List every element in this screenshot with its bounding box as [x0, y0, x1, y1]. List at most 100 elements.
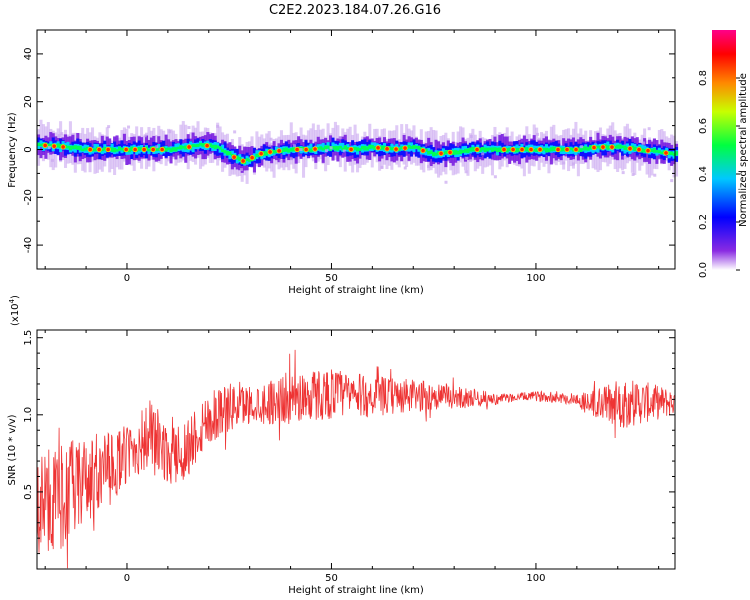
spectrum-cell [81, 148, 85, 152]
spectrum-cell [245, 158, 249, 162]
spectrum-speck [155, 145, 159, 149]
spectrum-cell [59, 144, 63, 149]
spectrum-cell [66, 145, 70, 149]
spectrum-cell [333, 146, 337, 151]
spectrum-cell [225, 150, 229, 156]
spectrum-peak [186, 144, 192, 150]
spectrum-peak [294, 146, 300, 153]
spectrum-cell [358, 145, 362, 151]
spectrum-cell [120, 147, 124, 151]
spectrum-cell [515, 147, 519, 153]
spectrum-cell [382, 145, 387, 150]
spectrum-cell [353, 146, 357, 150]
spectrum-peak [42, 142, 48, 149]
spectrum-peak [258, 151, 264, 157]
spectrum-cell [196, 143, 200, 147]
spectrum-cell [213, 144, 217, 150]
spectrum-cell [228, 151, 232, 155]
spectrum-cell [130, 146, 134, 151]
spectrum-cell [343, 145, 347, 150]
spectrum-peak [375, 145, 381, 151]
spectrum-cell [338, 145, 342, 149]
spectrum-cell [598, 146, 602, 150]
spectrum-cell [321, 147, 325, 151]
spectrum-peak [384, 146, 390, 152]
spectrum-speck [538, 137, 542, 141]
snr-multiplier-exp: 4 [8, 298, 16, 303]
spectrum-cell [412, 144, 416, 149]
chart-title: C2E2.2023.184.07.26.G16 [269, 3, 441, 18]
spectrum-cell [275, 150, 279, 154]
spectrum-cell [216, 142, 220, 156]
spectrum-cell [621, 145, 625, 149]
spectrum-cell [113, 147, 117, 153]
spectrum-peak [519, 146, 525, 153]
spectrum-peak [474, 146, 480, 153]
spectrum-cell [490, 147, 495, 152]
spectrum-peak [501, 146, 507, 153]
spectrum-cell [667, 151, 671, 155]
colorbar-tick-label: 0.4 [698, 166, 709, 182]
y-tick-label: 20 [23, 95, 34, 108]
spectrum-cell [650, 148, 654, 153]
spectrum-speck [427, 164, 431, 168]
spectrum-speck [469, 135, 473, 139]
spectrum-cell [427, 150, 431, 155]
y-tick-label: -20 [23, 189, 34, 205]
spectrum-cell [174, 147, 178, 152]
spectrum-speck [464, 170, 468, 174]
y-tick-label: 0 [23, 146, 34, 152]
spectrum-speck [380, 165, 384, 169]
spectrum-cell [78, 145, 82, 151]
spectrum-cell [434, 152, 438, 156]
spectrogram-content [37, 119, 679, 184]
spectrum-peak [231, 154, 237, 160]
spectrum-cell [478, 147, 482, 152]
spectrum-cell [486, 147, 490, 152]
spectrum-cell [363, 145, 367, 151]
spectrum-cell [569, 147, 573, 151]
spectrum-peak [609, 144, 615, 150]
spectrum-cell [154, 147, 158, 152]
spectrum-cell [552, 146, 556, 151]
spectrum-speck [279, 159, 283, 163]
spectrum-cell [319, 146, 323, 150]
spectrum-cell [302, 146, 306, 151]
spectrum-peak [96, 146, 102, 153]
spectrum-cell [397, 147, 401, 151]
spectrum-peak [537, 146, 543, 153]
spectrum-cell [221, 144, 225, 153]
spectrum-cell [56, 143, 60, 148]
colorbar-tick-label: 0.0 [698, 262, 709, 278]
spectrum-peak [348, 146, 354, 153]
spectrum-speck [269, 137, 273, 141]
spectrum-cell [613, 144, 617, 154]
x-tick-label: 100 [526, 273, 545, 284]
spectrum-cell [336, 146, 340, 151]
y-tick-label: 1.0 [23, 407, 34, 423]
spectrum-peak [564, 146, 570, 153]
snr-multiplier-base: (x10 [10, 303, 21, 326]
spectrum-cell [589, 145, 593, 150]
spectrum-peak [159, 146, 165, 153]
spectrum-speck [50, 158, 54, 162]
spectrum-peak [141, 146, 147, 153]
spectrum-peak [402, 145, 408, 151]
spectrum-cell [461, 150, 465, 154]
spectrum-cell [262, 151, 266, 156]
spectrum-speck [536, 132, 540, 136]
spectrum-cell [39, 119, 43, 156]
spectrum-cell [569, 146, 573, 154]
spectrum-cell [356, 147, 360, 152]
spectrum-peak [312, 146, 318, 152]
spectrum-cell [461, 146, 465, 154]
spectrum-cell [365, 146, 369, 151]
spectrum-cell [471, 146, 475, 152]
spectrum-speck [329, 146, 333, 150]
spectrum-cell [309, 148, 313, 153]
spectrum-cell [459, 149, 463, 154]
spectrum-cell [481, 146, 485, 151]
spectrum-speck [623, 156, 627, 160]
spectrum-cell [284, 147, 288, 152]
spectrum-peak [528, 146, 534, 153]
